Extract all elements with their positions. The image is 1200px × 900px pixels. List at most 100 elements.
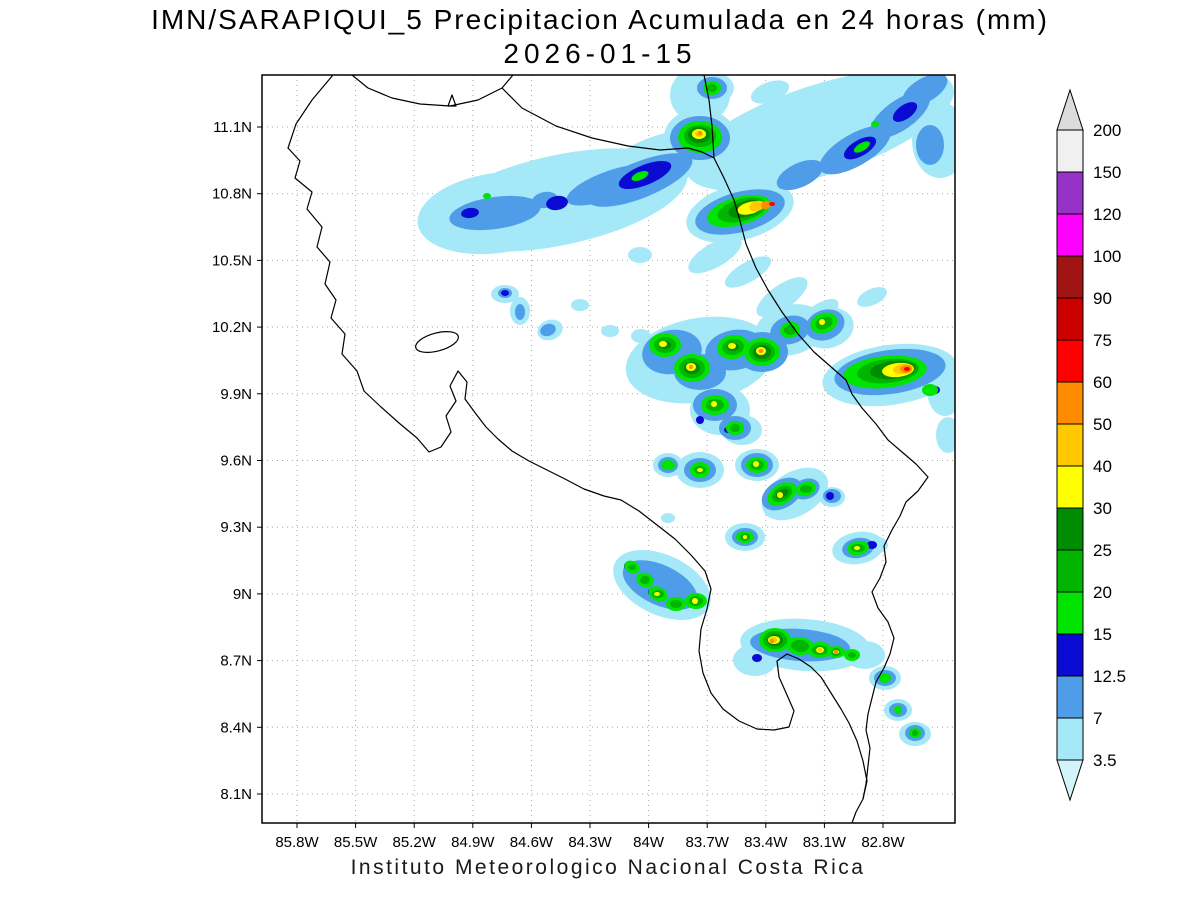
colorbar-band — [1056, 213, 1084, 257]
colorbar-label: 30 — [1093, 499, 1112, 518]
colorbar-band — [1056, 465, 1084, 509]
colorbar-label: 15 — [1093, 625, 1112, 644]
footer-caption: Instituto Meteorologico Nacional Costa R… — [350, 856, 866, 879]
colorbar-band — [1056, 507, 1084, 551]
caribbean-coastline-panama-border — [703, 75, 929, 800]
precip-blob-b2 — [892, 102, 918, 122]
colorbar-band — [1056, 381, 1084, 425]
precip-blob-b2 — [867, 541, 877, 549]
precip-blob-y2 — [749, 200, 765, 212]
precip-blob-g2 — [800, 485, 812, 493]
lat-tick-label: 10.8N — [212, 186, 252, 203]
precip-blob-r1 — [904, 367, 910, 371]
precip-blob-g2 — [640, 576, 650, 584]
precip-blob-g2 — [848, 652, 856, 658]
precip-blob-g1 — [894, 706, 902, 714]
colorbar-label: 7 — [1093, 709, 1102, 728]
lon-tick-label: 83.1W — [803, 834, 847, 851]
colorbar-label: 200 — [1093, 121, 1121, 140]
lat-tick-label: 8.7N — [220, 653, 252, 670]
precip-blob-o1 — [770, 639, 774, 643]
precip-blob-g2 — [670, 600, 682, 608]
precip-blob-g1 — [879, 673, 891, 683]
lon-tick-label: 85.2W — [393, 834, 437, 851]
precip-blob-c1 — [724, 256, 772, 288]
precip-blob-g1 — [853, 141, 871, 153]
colorbar-label: 40 — [1093, 457, 1112, 476]
lon-tick-label: 84.3W — [568, 834, 612, 851]
colorbar: 3.5 7 12.5 15 20 25 30 40 50 60 75 90 100 120 150 200 — [1056, 88, 1126, 802]
precip-blob-c1 — [628, 247, 652, 263]
precip-blob-y1 — [697, 468, 703, 472]
precip-blob-y1 — [692, 598, 698, 604]
pacific-coastline — [287, 75, 868, 823]
precip-blob-y1 — [854, 546, 860, 550]
precip-blob-g2 — [791, 639, 809, 653]
precip-blob-g1 — [483, 193, 491, 199]
colorbar-band — [1056, 297, 1084, 341]
precip-blob-g1 — [871, 121, 879, 127]
precip-blob-b1 — [540, 323, 556, 337]
precip-blob-b2 — [546, 195, 568, 211]
coastline-layer — [287, 75, 929, 823]
lon-tick-label: 85.5W — [334, 834, 378, 851]
colorbar-band — [1056, 423, 1084, 467]
precip-blob-g2 — [628, 564, 636, 570]
lon-tick-label: 82.8W — [861, 834, 905, 851]
precip-blob-g1 — [631, 170, 649, 182]
lat-tick-label: 9.6N — [220, 453, 252, 470]
colorbar-band — [1056, 549, 1084, 593]
precip-blob-g2 — [912, 730, 918, 736]
colorbar-band — [1056, 129, 1084, 173]
precip-blob-b2 — [461, 207, 479, 219]
precip-blob-b2 — [696, 416, 704, 424]
lake-nicaragua-shoreline — [351, 75, 514, 107]
lat-tick-label: 9.3N — [220, 519, 252, 536]
precip-blob-o1 — [698, 131, 702, 135]
lat-tick-label: 10.2N — [212, 319, 252, 336]
colorbar-band — [1056, 633, 1084, 677]
colorbar-label: 3.5 — [1093, 751, 1117, 770]
precip-blob-b2 — [501, 290, 509, 296]
colorbar-label: 60 — [1093, 373, 1112, 392]
colorbar-label: 50 — [1093, 415, 1112, 434]
colorbar-label: 100 — [1093, 247, 1121, 266]
lat-tick-label: 9.9N — [220, 386, 252, 403]
precip-blob-g2 — [707, 84, 717, 92]
precip-layer — [417, 75, 955, 746]
lat-tick-label: 8.1N — [220, 786, 252, 803]
plot-frame — [261, 74, 956, 824]
precip-blob-o1 — [834, 650, 838, 654]
lon-tick-label: 83.4W — [744, 834, 788, 851]
precip-blob-c1 — [661, 513, 675, 523]
chart-date: 2026-01-15 — [503, 38, 697, 69]
precip-blob-b2 — [826, 492, 834, 500]
precip-blob-y1 — [777, 492, 783, 498]
colorbar-over-arrow — [1056, 88, 1084, 131]
precip-blob-r1 — [769, 202, 775, 206]
precip-blob-g1 — [922, 384, 938, 396]
precip-blob-b1 — [515, 304, 525, 320]
colorbar-band — [1056, 171, 1084, 215]
precip-blob-c1 — [750, 80, 790, 104]
precip-blob-c1 — [571, 299, 589, 311]
colorbar-label: 120 — [1093, 205, 1121, 224]
precip-blob-g1 — [661, 460, 675, 470]
colorbar-band — [1056, 591, 1084, 635]
precip-blob-b1 — [916, 125, 944, 165]
lon-tick-label: 84.6W — [510, 834, 554, 851]
lat-tick-label: 8.4N — [220, 719, 252, 736]
precip-blob-c1 — [845, 641, 885, 669]
colorbar-label: 75 — [1093, 331, 1112, 350]
colorbar-band — [1056, 675, 1084, 719]
colorbar-band — [1056, 717, 1084, 761]
nicaragua-border-line — [501, 87, 715, 159]
colorbar-under-arrow — [1056, 759, 1084, 802]
precip-blob-c1 — [686, 75, 954, 191]
precip-blob-g2 — [730, 424, 740, 432]
lon-tick-label: 84.9W — [451, 834, 495, 851]
precip-blob-o1 — [759, 349, 763, 353]
precip-blob-b1 — [776, 159, 824, 191]
